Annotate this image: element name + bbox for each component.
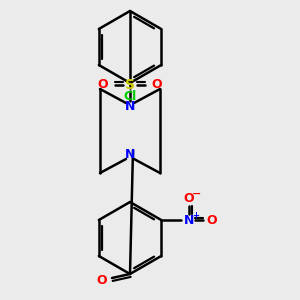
Text: O: O: [98, 77, 108, 91]
Text: +: +: [192, 211, 199, 220]
Text: N: N: [184, 214, 194, 226]
Text: S: S: [125, 78, 135, 92]
Text: −: −: [191, 189, 201, 199]
Text: O: O: [207, 214, 217, 226]
Text: O: O: [152, 77, 162, 91]
Text: Cl: Cl: [123, 91, 136, 103]
Text: N: N: [125, 100, 135, 113]
Text: O: O: [97, 274, 107, 286]
Text: N: N: [125, 148, 135, 161]
Text: O: O: [184, 193, 194, 206]
